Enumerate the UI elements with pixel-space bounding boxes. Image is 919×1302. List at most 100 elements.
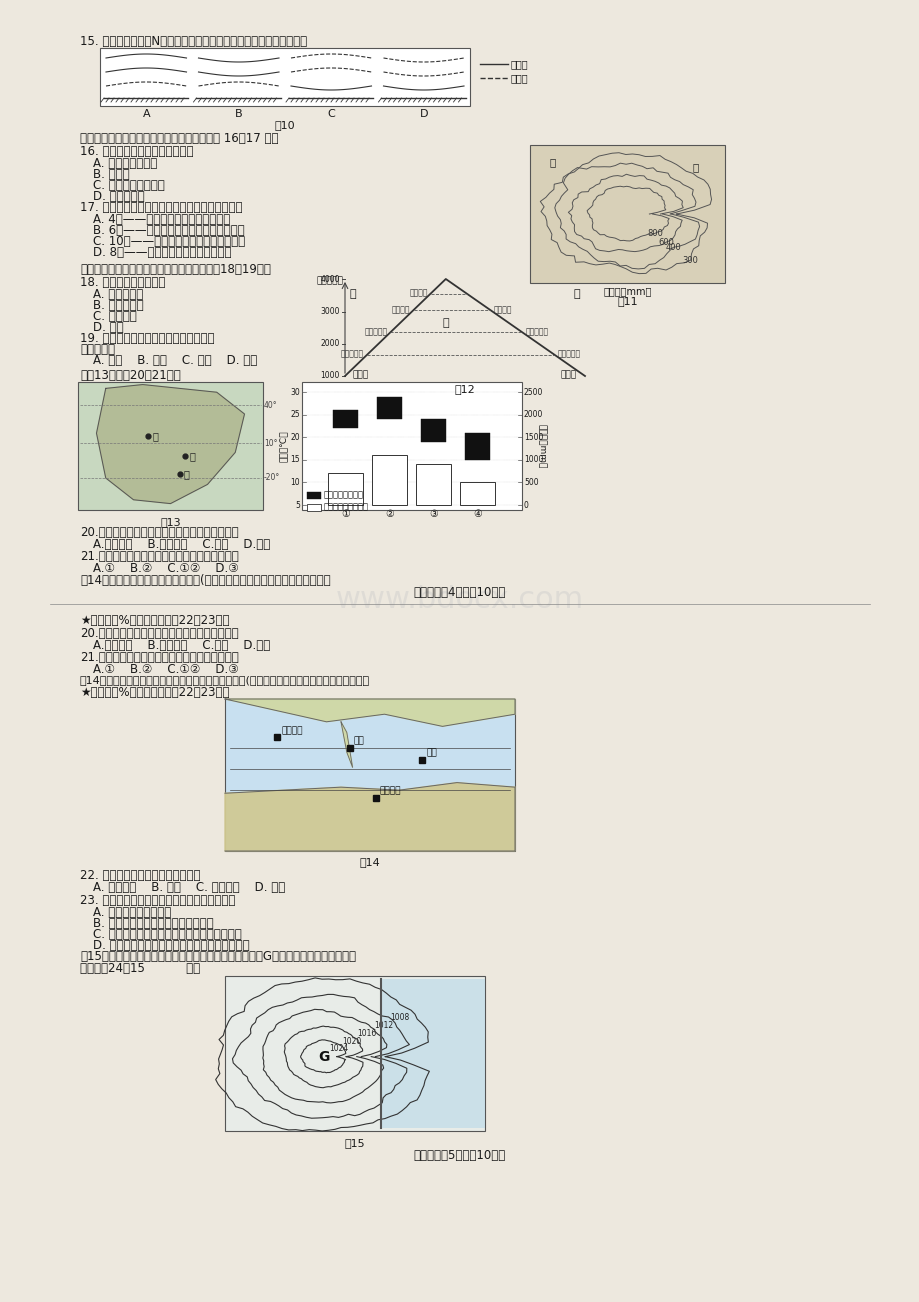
Text: 16. 乙地等值线密集，主要原因是: 16. 乙地等值线密集，主要原因是: [80, 145, 193, 158]
Text: B: B: [234, 109, 243, 118]
Bar: [529, 145, 724, 283]
Text: 海拔（米）: 海拔（米）: [316, 276, 343, 285]
Polygon shape: [96, 384, 244, 504]
Text: B. 地势高: B. 地势高: [93, 168, 130, 181]
Text: 1000: 1000: [524, 456, 543, 465]
Text: 1008: 1008: [390, 1013, 409, 1022]
Text: ★、单位：%），读图，回答22～23题。: ★、单位：%），读图，回答22～23题。: [80, 686, 229, 699]
Text: A. 相对高度变化大: A. 相对高度变化大: [93, 158, 157, 171]
Text: 乙: 乙: [692, 161, 698, 172]
Text: ★、单位：%），读图，回筄22～23题。: ★、单位：%），读图，回筄22～23题。: [80, 615, 229, 628]
Text: 22. 图示城市中全年降水量最少的是: 22. 图示城市中全年降水量最少的是: [80, 868, 200, 881]
Text: 山地冰雪: 山地冰雪: [409, 289, 427, 298]
Text: 1012: 1012: [373, 1021, 392, 1030]
Text: C. 西南季风影响显著: C. 西南季风影响显著: [93, 178, 165, 191]
Bar: [100, 48, 470, 105]
Text: A.①    B.②    C.①②    D.③: A.① B.② C.①② D.③: [93, 663, 239, 676]
Text: 1024: 1024: [329, 1044, 348, 1053]
Text: A. 海拔    B. 热量    C. 水分    D. 土壤: A. 海拔 B. 热量 C. 水分 D. 土壤: [93, 354, 257, 367]
Text: ③: ③: [429, 509, 437, 519]
Text: 图14中重地中海地区某年各季雨量占全年降水量的百分(本地某年各季降水量占全年降水量的百分: 图14中重地中海地区某年各季雨量占全年降水量的百分(本地某年各季降水量占全年降水…: [80, 674, 369, 685]
Text: （单位：mm）: （单位：mm）: [603, 286, 651, 296]
Text: 夏季风: 夏季风: [561, 370, 576, 379]
Text: C. 热带雨林: C. 热带雨林: [93, 310, 137, 323]
Text: A.太阳辐射    B.大气环境    C.地形    D.洋流: A.太阳辐射 B.大气环境 C.地形 D.洋流: [93, 639, 270, 652]
Text: 10°: 10°: [264, 439, 278, 448]
Text: C. 10月——受大陆气团控制，空气湿度小: C. 10月——受大陆气团控制，空气湿度小: [93, 234, 244, 247]
Text: -20°: -20°: [264, 474, 280, 483]
Text: C. 由于受西风影响时间较长，北部冬雨率较低: C. 由于受西风影响时间较长，北部冬雨率较低: [93, 928, 242, 941]
Text: ④: ④: [473, 509, 482, 519]
Text: A: A: [142, 109, 150, 118]
Bar: [380, 979, 484, 1128]
Text: 10: 10: [290, 478, 300, 487]
Text: 2000: 2000: [524, 410, 543, 419]
Text: 5: 5: [295, 500, 300, 509]
Text: 25: 25: [290, 410, 300, 419]
Text: 迎季风: 迎季风: [353, 370, 369, 379]
Text: 图15: 图15: [345, 1138, 365, 1148]
Bar: [465, 432, 490, 460]
Text: 山地针叶林: 山地针叶林: [364, 327, 387, 336]
Text: A.①    B.②    C.①②    D.③: A.① B.② C.①② D.③: [93, 562, 239, 575]
Text: B. 6月——太阳直射北半球，太阳高度角大: B. 6月——太阳直射北半球，太阳高度角大: [93, 224, 244, 237]
Text: 3000: 3000: [320, 307, 340, 316]
Bar: [225, 976, 484, 1131]
Text: 甲: 甲: [442, 318, 448, 328]
Text: 图14: 图14: [359, 857, 380, 867]
Text: 雅典: 雅典: [425, 749, 437, 758]
Text: 21.与甲地相符的气温和降水量年内变化示范图是: 21.与甲地相符的气温和降水量年内变化示范图是: [80, 549, 239, 562]
Bar: [372, 456, 407, 505]
Text: 图14中重地中海地区某年各季雨量占(本地某年各季降水量占全年降水量的百分: 图14中重地中海地区某年各季雨量占(本地某年各季降水量占全年降水量的百分: [80, 574, 330, 587]
Text: 20: 20: [290, 434, 300, 441]
Polygon shape: [225, 699, 515, 727]
Text: A. 冬雨率由南向北递减: A. 冬雨率由南向北递减: [93, 906, 171, 919]
Text: 0: 0: [524, 500, 528, 509]
Text: C: C: [327, 109, 335, 118]
Text: 23. 对图中等值线分布和成因的描述，正确的是: 23. 对图中等值线分布和成因的描述，正确的是: [80, 894, 235, 907]
Text: 18. 甲植被类型最可能是: 18. 甲植被类型最可能是: [80, 276, 165, 289]
Text: 气温年内变化范围: 气温年内变化范围: [323, 491, 364, 500]
Text: D: D: [419, 109, 427, 118]
Text: 山地灌丛: 山地灌丛: [493, 305, 511, 314]
Text: 图13: 图13: [160, 517, 181, 527]
Text: 2500: 2500: [524, 388, 543, 397]
Text: 图10: 图10: [275, 120, 295, 130]
Text: ②: ②: [385, 509, 394, 519]
Bar: [307, 504, 321, 510]
Text: 山地阔叶林: 山地阔叶林: [341, 350, 364, 358]
Text: 4000: 4000: [320, 275, 340, 284]
Text: 读图回等24～15           题。: 读图回等24～15 题。: [80, 962, 200, 975]
Text: 800: 800: [646, 229, 663, 238]
Text: D. 位于背风坡: D. 位于背风坡: [93, 190, 144, 203]
Text: 20.甲乙丙中，乙两地气候类型差异的主要因素是: 20.甲乙丙中，乙两地气候类型差异的主要因素是: [80, 526, 238, 539]
Text: 图15为某区域海平面高等压线图，图中大陆大气活动中心G达到一年内最强大的季节。: 图15为某区域海平面高等压线图，图中大陆大气活动中心G达到一年内最强大的季节。: [80, 950, 356, 963]
Text: 20.甲乙丙中，乙两地气候类型差异的主要因素是: 20.甲乙丙中，乙两地气候类型差异的主要因素是: [80, 628, 238, 641]
Bar: [377, 397, 403, 419]
Text: G: G: [318, 1049, 329, 1064]
Bar: [333, 410, 358, 428]
Text: 罗马: 罗马: [353, 737, 364, 746]
Text: 高二地理第5页（共10页）: 高二地理第5页（共10页）: [414, 1148, 505, 1161]
Text: B. 常绿阔叶林: B. 常绿阔叶林: [93, 299, 143, 312]
Text: 17. 甲地蒸发量最大的月份及其原因组合正确的是: 17. 甲地蒸发量最大的月份及其原因组合正确的是: [80, 201, 243, 214]
Text: 等压面: 等压面: [510, 73, 528, 83]
Text: A.太阳辐射    B.大气环境    C.地形    D.洋流: A.太阳辐射 B.大气环境 C.地形 D.洋流: [93, 538, 270, 551]
Text: 丙: 丙: [184, 469, 189, 479]
Text: 东: 东: [573, 289, 580, 299]
Text: 15: 15: [290, 456, 300, 465]
Bar: [307, 492, 321, 499]
Text: 巴塞罗那: 巴塞罗那: [281, 727, 302, 736]
Text: www.bdocx.com: www.bdocx.com: [335, 586, 584, 615]
Text: 40°: 40°: [264, 401, 278, 410]
Text: 山地灌丛: 山地灌丛: [391, 305, 410, 314]
Text: 气温（℃）: 气温（℃）: [279, 430, 289, 462]
Text: 1016: 1016: [357, 1029, 377, 1038]
Bar: [460, 483, 495, 505]
Text: 30: 30: [289, 388, 300, 397]
Text: D. 8月——伏旱天气，受大陆气团控制: D. 8月——伏旱天气，受大陆气团控制: [93, 246, 232, 259]
Polygon shape: [225, 783, 515, 852]
Text: 的黎波里: 的黎波里: [380, 786, 401, 796]
Text: 读我国某分地区多年平均地面蒸发量图，完成 16～17 题。: 读我国某分地区多年平均地面蒸发量图，完成 16～17 题。: [80, 132, 278, 145]
Text: A. 针阀混交林: A. 针阀混交林: [93, 288, 143, 301]
